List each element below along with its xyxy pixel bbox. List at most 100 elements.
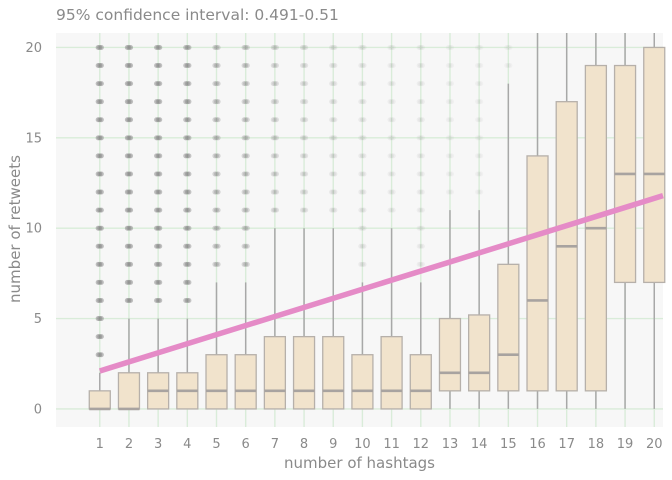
outlier-point [445,153,451,159]
outlier-point [329,99,335,105]
outlier-point [186,44,192,50]
outlier-point [330,171,336,177]
outlier-point [243,189,249,195]
outlier-point [445,81,451,87]
outlier-point [155,81,161,87]
outlier-point [389,171,395,177]
outlier-point [154,135,160,141]
outlier-point [419,117,425,123]
outlier-point [419,261,425,267]
outlier-point [359,81,365,87]
outlier-point [358,117,364,123]
outlier-point [419,171,425,177]
outlier-point [358,243,364,249]
outlier-point [416,44,422,50]
y-tick-label: 20 [25,41,42,56]
outlier-point [186,153,192,159]
outlier-point [359,63,365,69]
box [292,335,316,410]
outlier-point [507,63,513,69]
outlier-point [361,261,367,267]
chart-title: 95% confidence interval: 0.491-0.51 [56,6,339,24]
outlier-point [214,171,220,177]
x-tick-label: 1 [96,437,104,452]
outlier-point [359,225,365,231]
outlier-point [157,279,163,285]
outlier-point [212,189,218,195]
outlier-point [476,81,482,87]
outlier-points [95,44,513,358]
outlier-point [214,225,220,231]
outlier-point [215,44,221,50]
outlier-point [155,297,161,303]
x-tick-label: 2 [125,437,133,452]
outlier-point [505,63,511,69]
outlier-point [215,261,221,267]
x-tick-label: 3 [154,437,162,452]
outlier-point [449,135,455,141]
x-axis-label: number of hashtags [284,454,435,472]
outlier-point [243,135,249,141]
outlier-point [128,99,134,105]
x-tick-label: 17 [558,437,575,452]
outlier-point [186,207,192,213]
outlier-point [390,99,396,105]
outlier-point [416,243,422,249]
outlier-point [243,171,249,177]
outlier-point [332,117,338,123]
outlier-point [270,189,276,195]
outlier-point [330,135,336,141]
outlier-point [241,171,247,177]
outlier-point [447,153,453,159]
outlier-point [154,63,160,69]
outlier-point [478,44,484,50]
outlier-point [186,117,192,123]
outlier-point [445,117,451,123]
outlier-point [215,81,221,87]
outlier-point [273,99,279,105]
outlier-point [387,171,393,177]
outlier-point [154,99,160,105]
outlier-point [387,99,393,105]
outlier-point [183,63,189,69]
outlier-point [128,153,134,159]
outlier-point [214,153,220,159]
outlier-point [387,44,393,50]
outlier-point [184,243,190,249]
outlier-point [154,189,160,195]
outlier-point [389,153,395,159]
outlier-point [416,135,422,141]
outlier-point [128,44,134,50]
box [467,314,491,392]
outlier-point [214,207,220,213]
outlier-point [361,243,367,249]
outlier-point [241,81,247,87]
outlier-point [155,44,161,50]
outlier-point [214,63,220,69]
outlier-point [418,189,424,195]
outlier-point [215,171,221,177]
outlier-point [449,153,455,159]
outlier-point [157,44,163,50]
x-tick-label: 19 [617,437,634,452]
y-tick-label: 10 [25,222,42,237]
outlier-point [358,153,364,159]
x-tick-label: 6 [242,437,250,452]
outlier-point [478,171,484,177]
outlier-point [98,153,104,159]
outlier-point [359,189,365,195]
outlier-point [215,117,221,123]
outlier-point [387,189,393,195]
outlier-point [478,81,484,87]
outlier-point [418,44,424,50]
outlier-point [387,135,393,141]
box [322,335,345,410]
outlier-point [332,44,338,50]
outlier-point [303,63,309,69]
outlier-point [128,171,134,177]
outlier-point [445,44,451,50]
x-tick-label: 5 [212,437,220,452]
outlier-point [241,225,247,231]
outlier-point [184,207,190,213]
outlier-point [475,153,481,159]
